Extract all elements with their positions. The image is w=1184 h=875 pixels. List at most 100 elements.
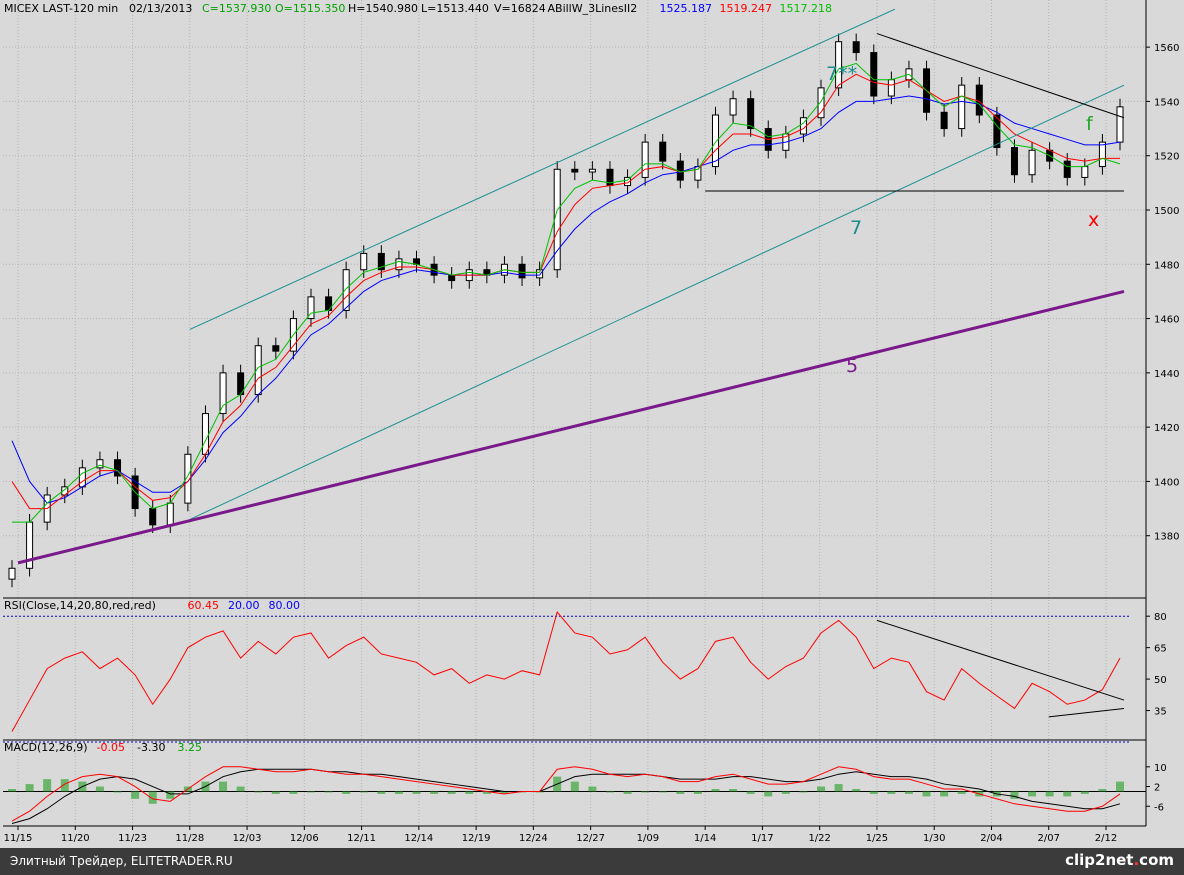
- macd-histogram-bar: [1116, 781, 1124, 792]
- price-header-item: MICEX LAST-120 min: [4, 2, 118, 15]
- rsi-header-item: RSI(Close,14,20,80,red,red): [4, 599, 156, 612]
- price-header-item: V=16824: [494, 2, 546, 15]
- macd-histogram-bar: [25, 784, 34, 792]
- x-tick-label: 12/27: [576, 833, 605, 844]
- rsi-tick-label: 35: [1154, 707, 1167, 718]
- x-tick-label: 1/17: [751, 833, 773, 844]
- macd-histogram-bar: [377, 791, 386, 794]
- footer-source-text: Элитный Трейдер, ELITETRADER.RU: [10, 854, 233, 868]
- x-tick-label: 11/20: [61, 833, 90, 844]
- macd-tick-label: 10: [1154, 763, 1167, 774]
- candle: [870, 52, 878, 97]
- price-header-item: O=1515.350: [275, 2, 345, 15]
- annotation-label: 7: [850, 217, 862, 239]
- macd-histogram-bar: [43, 779, 52, 792]
- macd-histogram-bar: [447, 791, 456, 794]
- moving-average-line-1: [11, 95, 1121, 504]
- rsi-trendline-2: [1048, 707, 1125, 718]
- macd-histogram-bar: [254, 791, 263, 793]
- x-tick-label: 12/03: [233, 833, 262, 844]
- candle: [184, 453, 192, 504]
- price-tick-label: 1560: [1154, 43, 1179, 54]
- macd-histogram-bar: [271, 791, 280, 794]
- price-tick-label: 1400: [1154, 477, 1179, 488]
- macd-histogram-bar: [236, 786, 245, 792]
- chart-canvas: 11/15 11/20 11/23 11/28 12/03 12/06 12/11 12/14…: [0, 0, 1184, 848]
- trendline-1: [189, 8, 896, 330]
- x-tick-label: 2/12: [1095, 833, 1117, 844]
- price-header-item: 02/13/2013: [129, 2, 192, 15]
- macd-histogram-bar: [1098, 789, 1107, 792]
- x-tick-label: 12/24: [519, 833, 548, 844]
- macd-histogram-bar: [306, 791, 315, 793]
- price-tick-label: 1420: [1154, 423, 1179, 434]
- x-tick-label: 12/19: [462, 833, 491, 844]
- macd-histogram-bar: [852, 789, 861, 792]
- macd-histogram-bar: [1010, 791, 1019, 799]
- macd-panel: [8, 766, 1124, 825]
- price-header-item: H=1540.980: [348, 2, 418, 15]
- rsi-trendline-1: [876, 619, 1125, 701]
- rsi-tick-label: 50: [1154, 675, 1167, 686]
- x-tick-label: 11/15: [4, 833, 33, 844]
- candle: [395, 258, 403, 271]
- candle: [78, 467, 86, 488]
- macd-histogram-bar: [342, 791, 351, 794]
- candle: [975, 84, 983, 116]
- candle: [852, 41, 860, 54]
- candle: [1063, 160, 1071, 178]
- macd-tick-label: -6: [1154, 802, 1164, 813]
- candle: [817, 87, 825, 119]
- rsi-header-item: 80.00: [269, 599, 301, 612]
- annotation-label: 5: [846, 355, 858, 377]
- panel-headers: MICEX LAST-120 min 02/13/2013 C=1537.930 O=…: [4, 2, 832, 754]
- price-tick-label: 1380: [1154, 532, 1179, 543]
- logo-tail: com: [1139, 851, 1174, 869]
- x-tick-label: 11/28: [175, 833, 204, 844]
- candle: [641, 141, 649, 178]
- candle: [272, 345, 280, 352]
- macd-histogram-bar: [623, 791, 632, 794]
- price-header-item: 1517.218: [780, 2, 833, 15]
- macd-histogram-bar: [799, 791, 808, 793]
- macd-histogram-bar: [764, 791, 773, 797]
- macd-histogram-bar: [869, 791, 878, 794]
- footer-bar: Элитный Трейдер, ELITETRADER.RU clip2net…: [0, 848, 1184, 875]
- macd-histogram-bar: [166, 791, 175, 799]
- annotation-label: 7**: [826, 63, 857, 85]
- candle: [571, 168, 579, 173]
- macd-histogram-bar: [131, 791, 140, 799]
- macd-histogram-bar: [1045, 791, 1054, 797]
- candle: [536, 269, 544, 279]
- rsi-panel: [11, 610, 1125, 732]
- macd-histogram-bar: [412, 791, 421, 794]
- candle: [1010, 147, 1018, 176]
- candle: [448, 274, 456, 282]
- chart-background: [0, 0, 1184, 848]
- macd-histogram-bar: [957, 791, 966, 794]
- trendline-3: [17, 289, 1125, 565]
- candle: [940, 111, 948, 130]
- macd-histogram-bar: [940, 791, 949, 797]
- macd-histogram-bar: [605, 791, 614, 793]
- moving-average-line-2: [11, 73, 1120, 510]
- annotation-label: x: [1088, 209, 1099, 231]
- macd-histogram-bar: [60, 779, 69, 792]
- macd-histogram-bar: [148, 791, 157, 804]
- candle: [887, 79, 895, 97]
- macd-histogram-bar: [500, 791, 509, 794]
- x-tick-label: 1/22: [808, 833, 830, 844]
- clip2net-logo[interactable]: clip2net.com: [1065, 851, 1174, 869]
- candle: [360, 252, 368, 271]
- candle: [96, 459, 104, 469]
- macd-histogram-bar: [95, 786, 104, 792]
- macd-line: [11, 766, 1121, 822]
- candle: [624, 176, 632, 187]
- macd-histogram-bar: [658, 791, 667, 793]
- candle: [747, 98, 755, 130]
- x-tick-label: 12/14: [404, 833, 433, 844]
- x-tick-label: 11/23: [118, 833, 147, 844]
- macd-signal-line: [11, 768, 1121, 825]
- macd-histogram-bar: [887, 791, 896, 794]
- price-header-item: C=1537.930: [202, 2, 271, 15]
